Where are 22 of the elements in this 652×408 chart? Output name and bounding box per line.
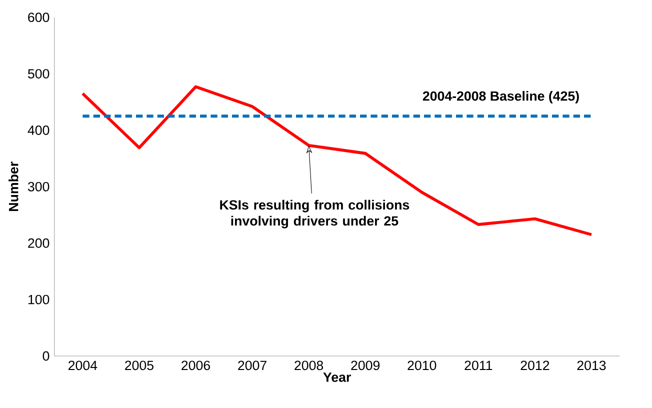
y-tick-label: 0 [42, 351, 50, 361]
x-tick-label: 2008 [294, 360, 324, 370]
x-tick-label: 2012 [520, 360, 550, 370]
x-tick-label: 2005 [125, 360, 154, 370]
x-axis-title: Year [323, 372, 351, 382]
y-tick-label: 100 [28, 294, 50, 304]
x-tick-label: 2013 [577, 360, 606, 370]
x-tick-label: 2010 [408, 360, 436, 370]
x-tick-label: 2011 [464, 360, 492, 370]
annotation: KSIs resulting from collisions involving drivers under 25 [220, 200, 410, 228]
y-tick-label: 600 [28, 12, 50, 22]
y-tick-label: 300 [28, 182, 50, 192]
y-tick-label: 400 [28, 126, 50, 135]
y-tick-label: 200 [28, 238, 50, 248]
line-series [81, 85, 593, 236]
ref-line-label: 2004-2008 Baseline (425) [422, 90, 579, 104]
x-tick-label: 2004 [68, 360, 98, 370]
y-tick-label: 500 [28, 69, 50, 78]
x-tick-label: 2006 [182, 360, 210, 370]
x-tick-label: 2009 [351, 360, 380, 370]
y-axis-title: Number [8, 162, 18, 211]
x-tick-label: 2007 [238, 360, 266, 370]
